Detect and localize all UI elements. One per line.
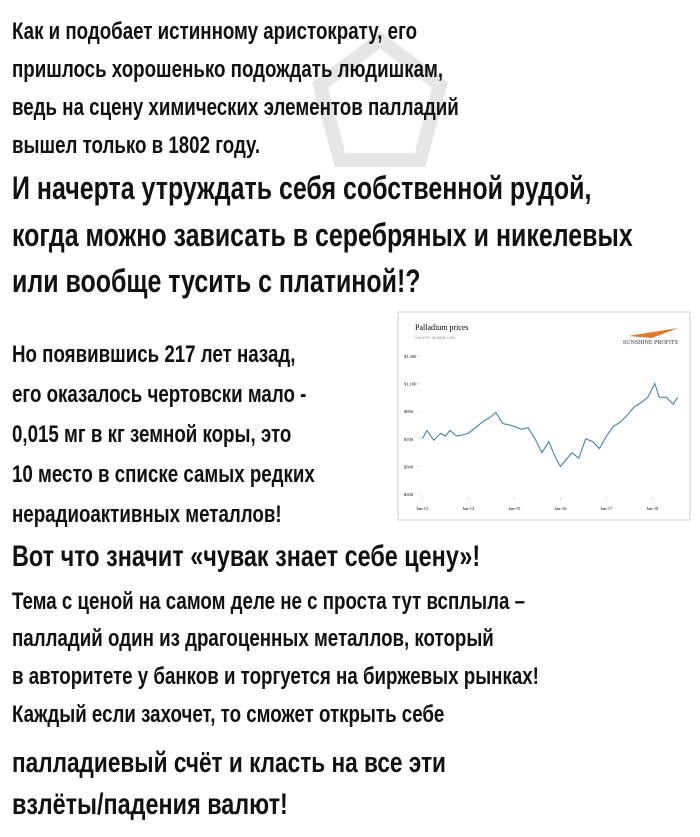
y-tick-label: $1,100 [404,381,417,387]
text-line: 0,015 мг в кг земной коры, это [12,421,292,448]
logo-icon [628,328,678,338]
text-line: или вообще тусить с платиной!? [12,263,421,299]
text-line: палладий один из драгоценных металлов, к… [12,625,494,652]
x-tick-label: Jan-16 [554,506,567,511]
chart-subtitle: Source: quandl.com [415,336,455,341]
x-tick-label: Jan-18 [646,506,659,511]
text-line: Но появившись 217 лет назад, [12,341,296,368]
y-tick-label: $500 [404,465,414,470]
brand: SUNSHINE PROFITS [623,340,678,346]
y-tick-label: $900 [404,409,414,414]
watermark [312,31,448,167]
y-tick-label: $1,300 [404,354,417,360]
text-line: в авторитете у банков и торгуется на бир… [12,663,539,690]
text-line: когда можно зависать в серебряных и нике… [12,217,633,253]
y-tick-label: $300 [404,492,414,497]
chart-title: Palladium prices [415,323,469,332]
x-tick-label: Jan-17 [600,506,613,511]
text-line: Вот что значит «чувак знает себе цену»! [12,540,481,573]
text-line: И начерта утруждать себя собственной руд… [12,170,592,206]
chart: Palladium prices Source: quandl.com SUNSHI… [404,323,679,511]
chart-frame [397,311,691,521]
x-tick-label: Jan-13 [416,506,429,511]
text-line: ведь на сцену химических элементов палла… [12,94,459,121]
text-line: палладиевый счёт и класть на все эти [12,747,446,779]
text-line: пришлось хорошенько подождать людишкам, [12,56,444,83]
text-line: взлёты/падения валют! [12,788,288,821]
x-tick-label: Jan-14 [462,506,475,511]
text-line: Как и подобает истинному аристократу, ег… [12,18,418,45]
text-line: Каждый если захочет, то сможет открыть с… [12,701,445,728]
y-tick-label: $700 [404,437,414,442]
text-line: нерадиоактивных металлов! [12,501,282,528]
text-line: 10 место в списке самых редких [12,461,315,488]
text-line: Тема с ценой на самом деле не с проста т… [12,588,526,615]
price-line [421,382,679,468]
text-line: его оказалось чертовски мало - [12,381,307,408]
text-line: вышел только в 1802 году. [12,132,261,159]
x-tick-label: Jan-15 [508,506,521,511]
